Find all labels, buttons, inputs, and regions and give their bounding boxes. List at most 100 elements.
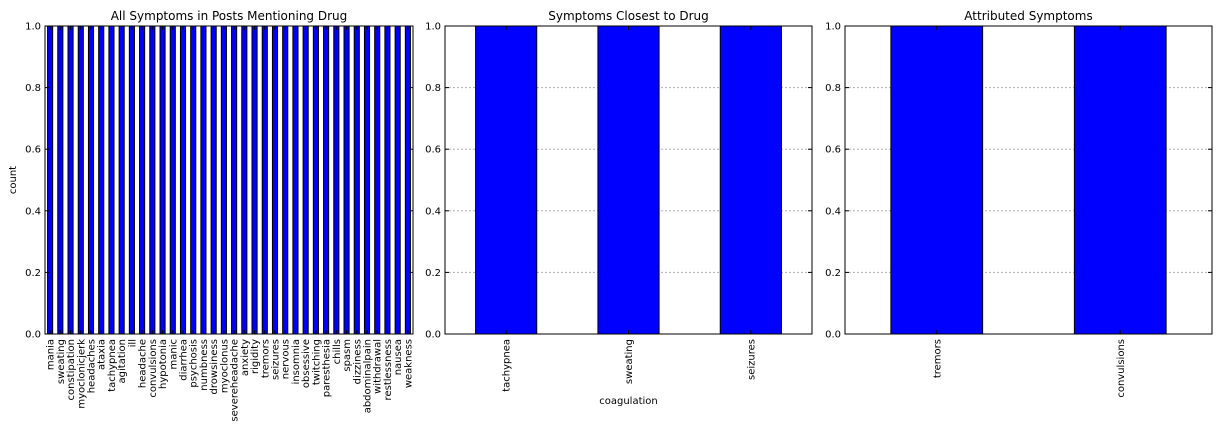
bar-tachypnea bbox=[108, 25, 115, 335]
x-tick-label: myoclonicjerk bbox=[76, 339, 87, 409]
y-tick-label: 0.6 bbox=[25, 145, 41, 156]
bar-myoclonicjerk bbox=[77, 25, 84, 335]
plot-frame bbox=[844, 25, 1213, 335]
x-tick-label: tremors bbox=[932, 339, 943, 378]
y-tick-label: 0.4 bbox=[425, 206, 441, 217]
bar-sweating bbox=[57, 25, 64, 335]
bar-obsessive bbox=[302, 25, 309, 335]
x-tick-label: twitching bbox=[311, 339, 322, 385]
bar-tremors bbox=[890, 25, 984, 335]
x-tick-label: headaches bbox=[87, 339, 98, 393]
y-tick-label: 0.0 bbox=[25, 330, 41, 341]
x-tick-label: sweating bbox=[56, 339, 67, 384]
bar-hypotonia bbox=[159, 25, 166, 335]
chart-panel-3: 0.0 0.2 0.4 0.6 0.8 1.0 tremors convulsions Attr… bbox=[825, 9, 1213, 398]
x-tick-label: insomnia bbox=[291, 339, 302, 384]
y-tick-label: 0.2 bbox=[25, 268, 41, 279]
y-tick-label: 0.6 bbox=[825, 145, 841, 156]
x-tick-label: ill bbox=[127, 339, 138, 347]
bar-seizures bbox=[271, 25, 279, 335]
x-tick-label: chills bbox=[332, 339, 343, 364]
x-tick-label: withdrawal bbox=[373, 339, 384, 394]
x-tick-label: constipation bbox=[66, 339, 77, 401]
x-tick-label: myoclonus bbox=[219, 339, 230, 393]
x-axis-label: coagulation bbox=[599, 396, 658, 407]
x-tick-label: sweating bbox=[624, 339, 635, 384]
y-tick-label: 1.0 bbox=[425, 22, 441, 33]
bar-myoclonus bbox=[220, 25, 227, 335]
bar-ataxia bbox=[98, 25, 105, 335]
bar-constipation bbox=[67, 25, 74, 335]
bar-insomnia bbox=[292, 25, 299, 335]
x-tick-label: nervous bbox=[281, 339, 292, 379]
x-tick-label: manic bbox=[168, 339, 179, 369]
bar-weakness bbox=[404, 25, 411, 335]
bar-nausea bbox=[394, 25, 401, 335]
y-tick-label: 0.6 bbox=[425, 145, 441, 156]
x-tick-label: diarrhea bbox=[179, 339, 190, 381]
bar-dizziness bbox=[353, 25, 360, 335]
plot-frame bbox=[44, 25, 414, 335]
x-tick-label: tremors bbox=[260, 339, 271, 378]
bar-convulsions bbox=[1073, 25, 1167, 335]
x-tick-label: restlessness bbox=[383, 339, 394, 400]
bar-withdrawal bbox=[374, 25, 381, 335]
bar-paresthesia bbox=[323, 25, 330, 335]
x-tick-label: anxiety bbox=[240, 339, 251, 376]
x-tick-label: abdominalpain bbox=[363, 339, 374, 413]
bar-convulsions bbox=[149, 25, 156, 335]
bar-headache bbox=[139, 25, 146, 335]
y-tick-label: 0.8 bbox=[25, 83, 41, 94]
x-tick-label: agitation bbox=[117, 339, 128, 383]
x-tick-label: paresthesia bbox=[322, 339, 333, 397]
x-tick-label: spasm bbox=[342, 339, 353, 372]
bar-spasm bbox=[343, 25, 350, 335]
bar-chills bbox=[333, 25, 340, 335]
x-tick-label: drowsiness bbox=[209, 339, 220, 394]
y-tick-label: 0.4 bbox=[25, 206, 41, 217]
bar-anxiety bbox=[241, 25, 248, 335]
bar-diarrhea bbox=[179, 25, 187, 335]
bar-twitching bbox=[312, 25, 319, 335]
bar-psychosis bbox=[190, 25, 197, 335]
bar-numbness bbox=[200, 25, 207, 335]
x-tick-label: mania bbox=[46, 339, 57, 370]
x-tick-label: rigidity bbox=[250, 339, 261, 374]
y-tick-label: 0.0 bbox=[825, 330, 841, 341]
x-tick-label: weakness bbox=[403, 339, 414, 388]
x-tick-label: headache bbox=[138, 339, 149, 388]
x-tick-label: tachypnea bbox=[107, 339, 118, 392]
bar-drowsiness bbox=[210, 25, 217, 335]
x-tick-label: ataxia bbox=[97, 339, 108, 370]
x-tick-label: numbness bbox=[199, 339, 210, 391]
bar-severeheadache bbox=[231, 25, 238, 335]
bar-agitation bbox=[118, 25, 125, 335]
y-tick-label: 0.2 bbox=[825, 268, 841, 279]
x-tick-label: dizziness bbox=[352, 339, 363, 384]
bar-abdominalpain bbox=[363, 25, 371, 335]
x-tick-label: psychosis bbox=[189, 339, 200, 388]
chart-title: Symptoms Closest to Drug bbox=[548, 9, 709, 23]
y-tick-label: 0.4 bbox=[825, 206, 841, 217]
y-axis-label: count bbox=[8, 166, 19, 194]
x-tick-label: nausea bbox=[393, 339, 404, 375]
x-tick-label: seizures bbox=[746, 339, 757, 380]
y-tick-label: 0.2 bbox=[425, 268, 441, 279]
bar-seizures bbox=[719, 25, 782, 335]
x-tick-label: convulsions bbox=[1116, 339, 1127, 398]
x-tick-label: obsessive bbox=[301, 339, 312, 388]
y-tick-label: 0.0 bbox=[425, 330, 441, 341]
bar-sweating bbox=[597, 25, 660, 335]
bar-nervous bbox=[282, 25, 289, 335]
y-tick-label: 0.8 bbox=[425, 83, 441, 94]
y-tick-label: 1.0 bbox=[25, 22, 41, 33]
chart-title: All Symptoms in Posts Mentioning Drug bbox=[111, 9, 348, 23]
x-tick-label: severeheadache bbox=[230, 339, 241, 422]
bar-rigidity bbox=[251, 25, 258, 335]
bar-tachypnea bbox=[475, 25, 538, 335]
bar-headaches bbox=[87, 25, 95, 335]
x-tick-label: tachypnea bbox=[502, 339, 513, 392]
x-tick-label: hypotonia bbox=[158, 339, 169, 389]
bar-ill bbox=[128, 25, 135, 335]
